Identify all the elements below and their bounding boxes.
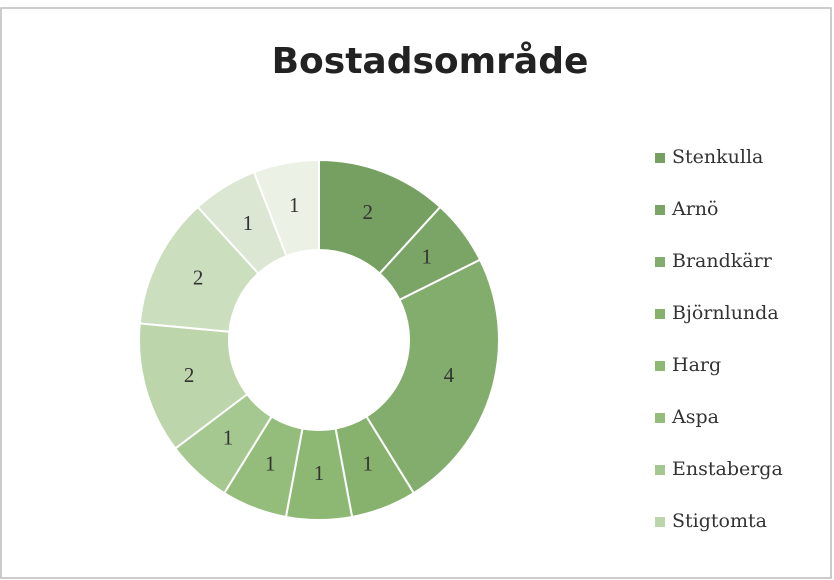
legend-label: Brandkärr bbox=[672, 250, 773, 272]
legend-swatch bbox=[655, 257, 665, 267]
legend-swatch bbox=[655, 153, 665, 163]
chart-title: Bostadsområde bbox=[272, 41, 589, 82]
data-label: 1 bbox=[314, 461, 325, 485]
data-label: 1 bbox=[289, 193, 300, 217]
data-label: 1 bbox=[421, 244, 432, 268]
data-label: 1 bbox=[363, 452, 374, 476]
data-label: 2 bbox=[184, 363, 195, 387]
legend-label: Aspa bbox=[671, 406, 719, 428]
legend-label: Enstaberga bbox=[672, 458, 783, 480]
data-label: 1 bbox=[243, 211, 254, 235]
data-label: 4 bbox=[444, 363, 455, 387]
legend-swatch bbox=[655, 309, 665, 319]
legend-label: Stenkulla bbox=[672, 146, 763, 168]
data-label: 2 bbox=[193, 266, 204, 290]
donut-segment bbox=[365, 258, 500, 495]
legend-swatch bbox=[655, 413, 665, 423]
data-label: 1 bbox=[223, 426, 234, 450]
data-label: 1 bbox=[265, 452, 276, 476]
legend-swatch bbox=[655, 361, 665, 371]
legend-swatch bbox=[655, 205, 665, 215]
legend-swatch bbox=[655, 517, 665, 527]
legend-label: Stigtomta bbox=[672, 510, 767, 532]
legend-label: Björnlunda bbox=[672, 302, 779, 324]
legend-swatch bbox=[655, 465, 665, 475]
data-label: 2 bbox=[363, 200, 374, 224]
legend-label: Harg bbox=[672, 354, 721, 376]
legend-label: Arnö bbox=[671, 198, 718, 220]
donut-segment bbox=[252, 158, 320, 258]
